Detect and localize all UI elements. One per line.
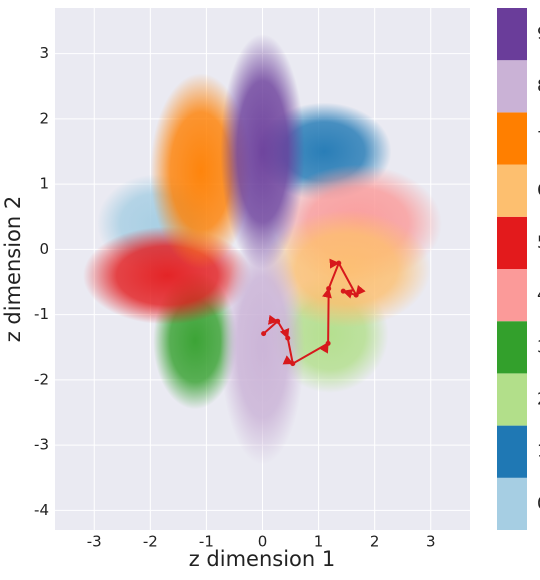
trajectory-point — [285, 335, 291, 341]
colorbar-swatch — [497, 321, 527, 374]
colorbar-swatch — [497, 164, 527, 217]
x-tick-label: -1 — [199, 533, 214, 551]
colorbar-label: 3 — [537, 337, 540, 357]
colorbar-label: 8 — [537, 76, 540, 96]
x-tick-label: -2 — [143, 533, 158, 551]
trajectory-point — [261, 331, 267, 337]
colorbar-label: 1 — [537, 442, 540, 462]
colorbar-swatch — [497, 373, 527, 426]
colorbar-swatch — [497, 269, 527, 322]
cluster — [220, 34, 305, 269]
colorbar-swatch — [497, 8, 527, 61]
x-axis-label: z dimension 1 — [189, 547, 336, 571]
x-tick-label: 3 — [426, 533, 436, 551]
x-tick-label: -3 — [87, 533, 102, 551]
colorbar-label: 7 — [537, 129, 540, 149]
y-tick-label: -2 — [34, 370, 49, 388]
trajectory-point — [325, 340, 331, 346]
colorbar-swatch — [497, 112, 527, 165]
trajectory-point — [275, 318, 281, 324]
trajectory-point — [340, 288, 346, 294]
y-tick-label: 0 — [39, 240, 49, 258]
y-axis-label: z dimension 2 — [1, 196, 25, 343]
colorbar-swatch — [497, 216, 527, 269]
y-tick-label: 3 — [39, 44, 49, 62]
colorbar-label: 5 — [537, 233, 540, 253]
trajectory-point — [353, 292, 359, 298]
y-tick-label: -4 — [34, 501, 49, 519]
colorbar-label: 0 — [537, 494, 540, 514]
trajectory-point — [290, 361, 296, 367]
y-tick-label: -3 — [34, 436, 49, 454]
colorbar-label: 4 — [537, 285, 540, 305]
colorbar-label: 6 — [537, 181, 540, 201]
colorbar-swatch — [497, 60, 527, 113]
x-tick-label: 0 — [258, 533, 268, 551]
colorbar-label: 2 — [537, 390, 540, 410]
y-tick-label: 2 — [39, 109, 49, 127]
colorbar-swatch — [497, 425, 527, 478]
colorbar-label: 9 — [537, 24, 540, 44]
trajectory-point — [336, 260, 342, 266]
trajectory-point — [326, 286, 332, 292]
x-tick-label: 2 — [370, 533, 380, 551]
y-tick-label: 1 — [39, 175, 49, 193]
y-tick-label: -1 — [34, 305, 49, 323]
colorbar-swatch — [497, 477, 527, 530]
x-tick-label: 1 — [314, 533, 324, 551]
